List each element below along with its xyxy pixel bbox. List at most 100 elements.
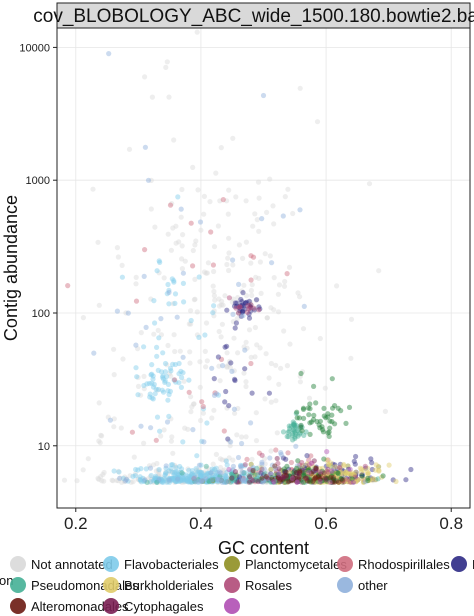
point-s3-49 [142, 247, 148, 253]
point-s2-15 [308, 476, 314, 482]
point-s0-281 [231, 477, 237, 483]
point-s0-389 [111, 416, 117, 422]
point-s0-467 [141, 440, 147, 446]
point-s6-28 [318, 473, 324, 479]
point-s1-18 [250, 466, 256, 472]
point-s9-65 [293, 465, 300, 471]
point-s1-241 [229, 478, 235, 484]
point-s1-356 [207, 478, 213, 484]
point-s6-109 [299, 463, 306, 469]
point-s0-243 [348, 479, 354, 485]
point-s3-48 [323, 476, 329, 482]
point-s6-93 [328, 463, 334, 469]
point-s10-38 [332, 479, 338, 485]
point-s8-60 [267, 476, 273, 482]
point-s1-308 [165, 281, 171, 288]
point-s1-12 [189, 470, 195, 476]
point-s4-145 [295, 478, 302, 484]
point-s9-40 [325, 414, 331, 420]
point-s1-353 [154, 344, 160, 350]
point-s5-4 [292, 429, 298, 436]
point-s1-170 [232, 477, 238, 483]
point-s1-169 [211, 466, 218, 472]
point-s7-9 [237, 304, 243, 310]
point-s0-412 [226, 438, 232, 444]
point-s0-240 [248, 477, 255, 483]
point-s0-518 [268, 399, 274, 405]
point-s0-123 [122, 474, 128, 480]
point-s0-430 [212, 477, 218, 483]
point-s10-41 [283, 469, 289, 475]
point-s9-23 [305, 405, 311, 411]
point-s0-114 [135, 476, 141, 482]
point-s8-43 [211, 392, 218, 398]
point-s4-103 [294, 470, 300, 476]
point-s1-109 [116, 469, 122, 475]
point-s1-173 [212, 474, 218, 480]
point-s0-17 [192, 471, 198, 477]
point-s6-75 [335, 476, 341, 482]
point-s0-547 [201, 211, 207, 217]
point-s4-173 [320, 477, 326, 483]
point-s2-18 [281, 479, 287, 485]
point-s9-91 [290, 476, 296, 482]
point-s4-71 [270, 478, 276, 484]
point-s0-531 [252, 324, 258, 331]
point-s4-84 [286, 475, 292, 482]
point-s0-426 [254, 342, 260, 348]
point-s6-101 [349, 470, 355, 476]
point-s10-44 [313, 465, 319, 471]
point-s2-37 [337, 477, 343, 483]
point-s2-4 [276, 478, 282, 485]
point-s2-77 [250, 469, 256, 475]
point-s0-209 [218, 475, 224, 481]
point-s2-33 [290, 470, 296, 476]
point-s8-74 [199, 479, 205, 485]
point-s1-17 [215, 477, 221, 484]
point-s0-165 [252, 470, 258, 476]
point-s3-43 [299, 475, 305, 481]
point-s1-349 [199, 438, 205, 444]
point-s6-16 [297, 477, 303, 483]
point-s1-152 [216, 474, 222, 480]
point-s6-43 [342, 478, 348, 484]
point-s6-86 [298, 470, 304, 476]
point-s6-62 [314, 478, 320, 484]
point-s4-30 [254, 297, 260, 303]
point-s1-107 [195, 479, 201, 485]
legend-label-2: Planctomycetales [245, 557, 347, 572]
point-s11-12 [321, 470, 327, 476]
point-s9-5 [301, 415, 307, 421]
point-s0-169 [214, 477, 220, 483]
point-s10-37 [308, 470, 314, 477]
point-s3-4 [233, 479, 239, 485]
point-s4-102 [311, 469, 317, 475]
point-s2-38 [299, 476, 305, 482]
point-s0-433 [164, 478, 171, 484]
point-s11-20 [248, 302, 254, 308]
point-s1-155 [241, 473, 247, 479]
series-0 [61, 29, 388, 485]
point-s2-43 [311, 479, 318, 485]
point-s1-6 [191, 477, 197, 483]
point-s0-124 [245, 471, 251, 477]
point-s0-43 [208, 479, 214, 485]
point-s10-18 [312, 475, 318, 481]
point-s4-5 [241, 303, 247, 309]
point-s5-56 [261, 476, 267, 482]
point-s0-475 [264, 315, 270, 321]
point-s8-65 [199, 478, 205, 484]
point-s6-162 [338, 479, 344, 485]
point-s1-230 [179, 474, 185, 481]
point-s1-336 [180, 439, 186, 445]
point-s9-11 [298, 422, 304, 428]
point-s5-9 [293, 422, 299, 429]
point-s1-344 [184, 476, 190, 482]
point-s6-26 [328, 476, 334, 482]
point-s0-311 [258, 469, 264, 475]
point-s9-83 [293, 477, 299, 483]
point-s10-12 [305, 478, 311, 484]
point-s1-205 [174, 475, 180, 481]
point-s1-214 [222, 479, 228, 485]
point-s5-16 [285, 429, 291, 436]
